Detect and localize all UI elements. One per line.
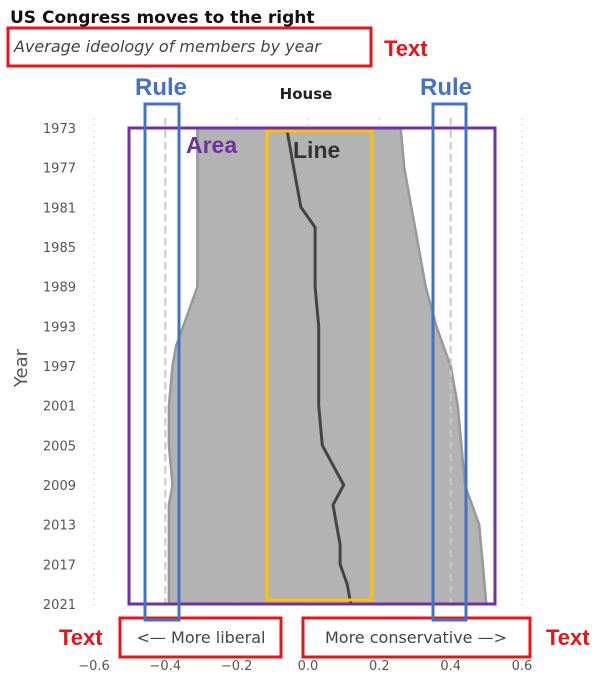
rule-annotation-left: Rule (135, 74, 187, 101)
y-tick-label: 2009 (43, 479, 76, 494)
y-tick-label: 1989 (43, 281, 76, 296)
line-box (265, 129, 374, 602)
chart-title: US Congress moves to the right (10, 8, 315, 28)
y-tick-label: 2005 (43, 439, 76, 454)
facet-label: House (280, 85, 333, 103)
y-axis-label: Year (11, 348, 32, 388)
text-box-liberal (118, 616, 283, 659)
ideology-range-area (167, 126, 488, 606)
area-box (127, 126, 497, 606)
rule-box-right (431, 102, 468, 622)
text-annotation-top: Text (384, 36, 428, 61)
y-tick-label: 1997 (43, 360, 76, 375)
text-annotation-left: Text (59, 625, 103, 650)
chart-subtitle: Average ideology of members by year (13, 37, 322, 56)
x-tick-label: 0.6 (512, 659, 533, 674)
x-tick-label: −0.2 (221, 659, 253, 674)
x-tick-label: 0.2 (369, 659, 390, 674)
y-tick-label: 2017 (43, 558, 76, 573)
y-tick-label: 1981 (43, 201, 76, 216)
rule-annotation-right: Rule (420, 74, 472, 101)
rule-box-left (143, 102, 181, 622)
x-tick-label: 0.0 (298, 659, 319, 674)
average-ideology-line (285, 127, 353, 605)
more-liberal-label: <— More liberal (137, 628, 266, 647)
y-tick-label: 1973 (43, 122, 76, 137)
x-tick-label: 0.4 (440, 659, 461, 674)
y-tick-label: 2013 (43, 519, 76, 534)
y-tick-label: 1993 (43, 320, 76, 335)
text-box-subtitle (6, 26, 373, 68)
area-annotation: Area (186, 132, 237, 158)
x-tick-labels: −0.6 −0.4 −0.2 0.0 0.2 0.4 0.6 (78, 659, 532, 674)
line-annotation: Line (293, 137, 340, 163)
more-conservative-label: More conservative —> (325, 628, 507, 647)
y-tick-label: 2001 (43, 400, 76, 415)
x-tick-label: −0.6 (78, 659, 110, 674)
reference-rules (164, 118, 452, 608)
text-annotation-right: Text (546, 625, 590, 650)
y-tick-label: 1985 (43, 241, 76, 256)
y-tick-labels: 1973 1977 1981 1985 1989 1993 1997 2001 2005 2009… (43, 122, 76, 613)
y-tick-label: 2021 (43, 598, 76, 613)
y-tick-label: 1977 (43, 162, 76, 177)
x-tick-label: −0.4 (150, 659, 182, 674)
annotation-overlay (6, 26, 532, 659)
text-box-conservative (301, 616, 532, 659)
